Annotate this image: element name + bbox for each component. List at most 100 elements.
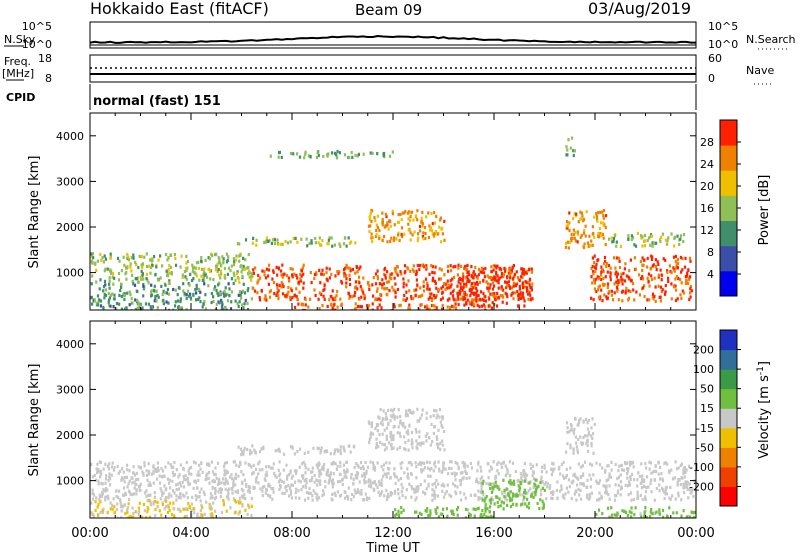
vel-cell <box>160 489 163 493</box>
vel-cell <box>173 515 176 518</box>
vel-cell <box>182 507 185 511</box>
power-cell <box>666 239 669 243</box>
power-cell <box>367 224 370 228</box>
vel-cell <box>384 411 387 415</box>
vel-cell <box>418 430 421 434</box>
power-cell <box>381 223 384 227</box>
vel-cell <box>368 437 371 441</box>
power-cell <box>531 297 534 301</box>
power-cell <box>484 308 487 310</box>
power-cell <box>681 268 684 272</box>
vel-cell <box>674 460 677 464</box>
vel-cell <box>177 475 180 479</box>
power-cell <box>677 276 680 280</box>
vel-cell <box>294 491 297 495</box>
vel-cell <box>586 439 589 443</box>
power-cell <box>689 295 692 299</box>
vel-colorbar-tick-label: 200 <box>693 344 714 357</box>
power-cell <box>622 271 625 275</box>
vel-cell <box>411 446 414 450</box>
vel-cell <box>223 468 226 472</box>
vel-cell <box>613 498 617 502</box>
power-cell <box>336 156 339 160</box>
vel-cell <box>124 475 127 480</box>
vel-cell <box>441 489 444 493</box>
vel-cell <box>376 461 379 465</box>
vel-cell <box>343 449 346 453</box>
vel-cell <box>407 432 410 436</box>
power-cell <box>565 241 568 245</box>
vel-cell <box>96 505 99 509</box>
power-cell <box>521 272 524 276</box>
power-cell <box>477 298 480 302</box>
vel-cell <box>188 472 191 476</box>
vel-cell <box>111 461 114 465</box>
power-cell <box>251 274 254 278</box>
vel-cell <box>261 489 264 493</box>
vel-cell <box>586 496 589 500</box>
power-cell <box>215 265 219 269</box>
power-cell <box>570 239 573 243</box>
power-cell <box>646 256 649 260</box>
power-cell <box>354 290 357 294</box>
power-cell <box>291 267 294 271</box>
power-cell <box>275 265 278 269</box>
vel-cell <box>309 491 312 495</box>
vel-cell <box>586 443 589 447</box>
vel-cell <box>399 419 402 423</box>
vel-cell <box>485 515 488 518</box>
power-cell <box>337 272 340 276</box>
power-cell <box>431 232 434 236</box>
vel-cell <box>363 473 366 477</box>
vel-cell <box>443 448 446 452</box>
vel-cell <box>353 465 356 469</box>
vel-cell <box>102 467 105 471</box>
vel-cell <box>472 507 475 511</box>
vel-cell <box>138 484 141 488</box>
vel-cell <box>175 494 178 498</box>
power-cell <box>425 264 428 268</box>
power-cell <box>127 255 130 259</box>
vel-cell <box>479 491 482 495</box>
power-cell <box>681 289 684 293</box>
vel-cell <box>473 493 476 497</box>
vel-cell <box>435 511 438 515</box>
vel-cell <box>116 464 119 469</box>
vel-cell <box>433 482 436 486</box>
vel-cell <box>146 478 149 482</box>
vel-cell <box>419 462 423 467</box>
power-cell <box>646 238 649 243</box>
power-cell <box>142 283 145 287</box>
nave-right-tick-high: 60 <box>708 52 722 65</box>
vel-cell <box>539 498 542 502</box>
vel-cell <box>596 498 599 502</box>
power-cell <box>632 236 635 240</box>
power-cell <box>614 272 617 276</box>
vel-cell <box>259 487 262 491</box>
power-cell <box>517 293 520 297</box>
vel-cell <box>171 489 175 493</box>
vel-cell <box>311 498 314 502</box>
power-cell <box>630 234 633 238</box>
vel-cell <box>579 417 582 421</box>
vel-cell <box>637 471 640 475</box>
power-cell <box>277 289 280 293</box>
vel-cell <box>363 481 366 485</box>
vel-cell <box>589 477 593 481</box>
vel-cell <box>91 512 94 517</box>
vel-cell <box>279 485 282 489</box>
vel-cell <box>145 473 148 477</box>
power-cell <box>524 270 527 274</box>
power-cell <box>244 238 248 242</box>
vel-cell <box>422 468 425 472</box>
vel-cell <box>369 433 372 437</box>
power-cell <box>466 298 470 302</box>
power-cell <box>174 256 177 261</box>
power-cell <box>579 235 582 239</box>
vel-cell <box>163 498 166 502</box>
power-cell <box>185 277 188 281</box>
power-cell <box>505 281 509 285</box>
power-cell <box>141 266 144 270</box>
vel-cell <box>175 498 178 502</box>
power-cell <box>424 265 427 270</box>
